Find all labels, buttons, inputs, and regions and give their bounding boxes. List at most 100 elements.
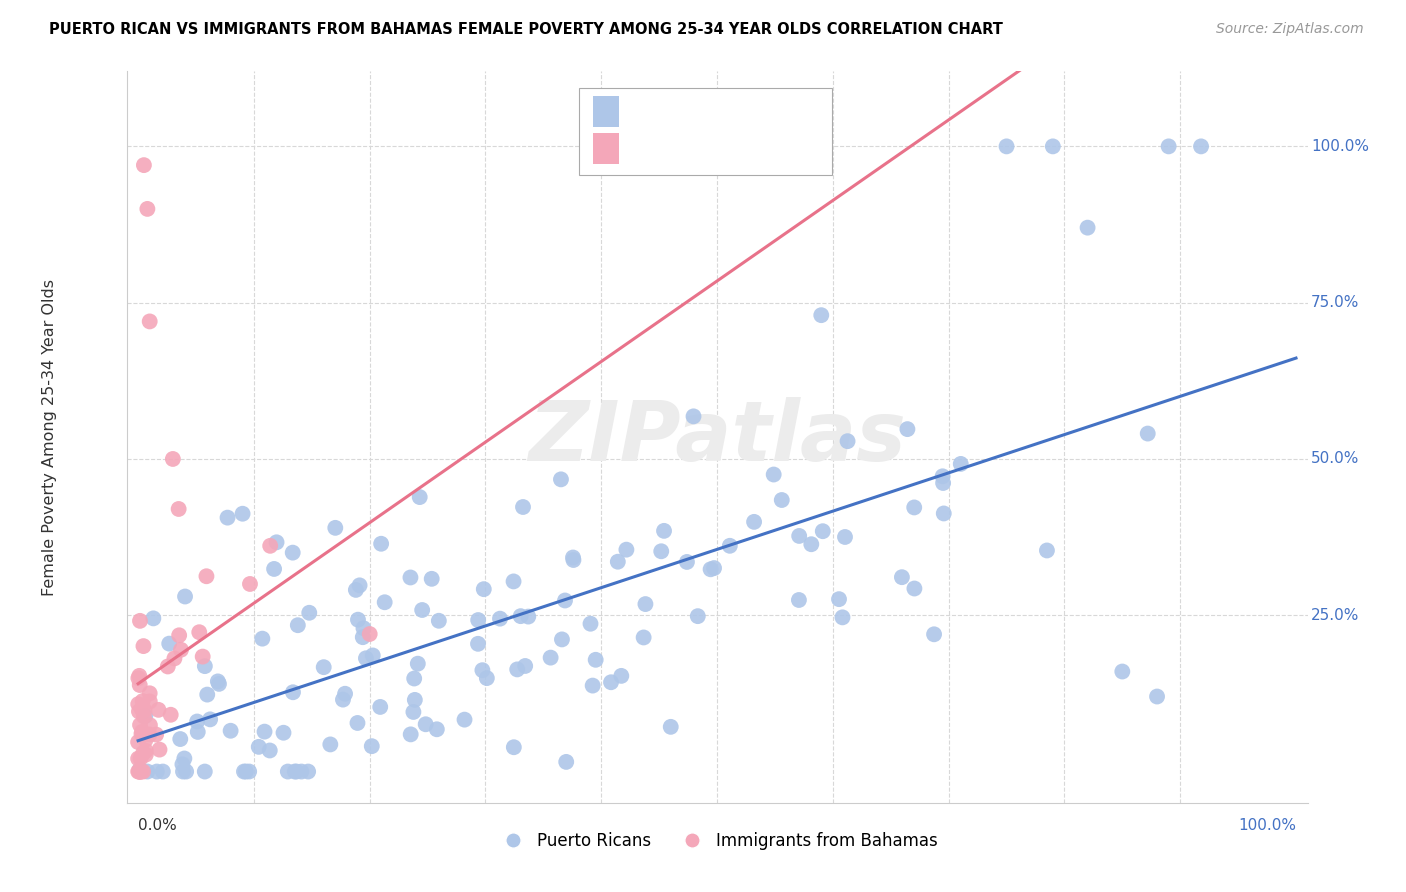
Legend: Puerto Ricans, Immigrants from Bahamas: Puerto Ricans, Immigrants from Bahamas — [489, 825, 945, 856]
Point — [281, 546, 304, 560]
Point — [128, 705, 150, 719]
Point — [616, 542, 638, 557]
Point — [131, 724, 153, 739]
Point — [682, 409, 704, 424]
Point — [453, 713, 475, 727]
Point — [131, 694, 153, 708]
Point — [132, 764, 155, 779]
Point — [360, 739, 382, 754]
Point — [207, 674, 229, 689]
Point — [333, 687, 356, 701]
Point — [995, 139, 1018, 153]
Point — [259, 743, 281, 757]
Point — [347, 613, 370, 627]
Point — [1157, 139, 1180, 153]
Point — [128, 764, 150, 779]
Point — [718, 539, 741, 553]
Point — [266, 535, 288, 549]
Point — [509, 609, 531, 624]
Point — [346, 716, 368, 731]
Point — [579, 616, 602, 631]
Point — [742, 515, 765, 529]
Point — [127, 735, 149, 749]
Point — [787, 593, 810, 607]
Point — [128, 763, 150, 777]
Point — [562, 550, 585, 565]
Point — [404, 672, 426, 686]
Point — [284, 764, 307, 779]
Point — [353, 621, 375, 635]
Point — [127, 751, 149, 765]
Point — [1042, 139, 1064, 153]
Text: 75.0%: 75.0% — [1310, 295, 1360, 310]
Point — [159, 707, 181, 722]
Point — [472, 582, 495, 596]
Point — [427, 614, 450, 628]
Point — [208, 677, 231, 691]
Point — [903, 500, 925, 515]
Point — [239, 577, 262, 591]
Point — [517, 609, 540, 624]
Point — [406, 657, 429, 671]
Point — [349, 578, 371, 592]
Text: Female Poverty Among 25-34 Year Olds: Female Poverty Among 25-34 Year Olds — [42, 278, 58, 596]
Point — [633, 631, 655, 645]
Point — [686, 609, 709, 624]
Point — [135, 732, 157, 747]
Point — [174, 764, 197, 779]
Point — [219, 723, 242, 738]
Point — [949, 457, 972, 471]
Point — [475, 671, 498, 685]
Point — [828, 592, 851, 607]
Point — [699, 562, 721, 576]
Point — [762, 467, 785, 482]
Point — [555, 755, 578, 769]
Point — [129, 614, 152, 628]
FancyBboxPatch shape — [593, 96, 619, 127]
Point — [810, 308, 832, 322]
Point — [404, 693, 426, 707]
Point — [131, 727, 153, 741]
Point — [131, 702, 153, 716]
Point — [610, 669, 633, 683]
Point — [156, 659, 179, 673]
Point — [238, 764, 260, 779]
Point — [811, 524, 834, 539]
Point — [550, 472, 572, 486]
Point — [837, 434, 859, 449]
Point — [127, 671, 149, 685]
Point — [297, 764, 319, 779]
Point — [186, 714, 208, 729]
Point — [129, 751, 152, 765]
Point — [932, 475, 955, 490]
Point — [162, 452, 184, 467]
Point — [585, 653, 607, 667]
Point — [1111, 665, 1133, 679]
Point — [134, 709, 156, 723]
Point — [191, 649, 214, 664]
Text: PUERTO RICAN VS IMMIGRANTS FROM BAHAMAS FEMALE POVERTY AMONG 25-34 YEAR OLDS COR: PUERTO RICAN VS IMMIGRANTS FROM BAHAMAS … — [49, 22, 1002, 37]
Point — [890, 570, 912, 584]
Point — [163, 651, 186, 665]
Point — [770, 493, 793, 508]
Point — [132, 639, 155, 653]
Point — [1189, 139, 1212, 153]
Point — [142, 611, 165, 625]
Point — [252, 632, 274, 646]
Point — [148, 703, 170, 717]
Point — [287, 618, 309, 632]
Point — [198, 712, 221, 726]
Point — [652, 524, 675, 538]
Text: R =  0.73    N =  51: R = 0.73 N = 51 — [628, 139, 804, 157]
Point — [467, 613, 489, 627]
Point — [127, 697, 149, 711]
Point — [138, 686, 160, 700]
Point — [512, 500, 534, 514]
Point — [194, 764, 217, 779]
Point — [554, 593, 576, 607]
Point — [1146, 690, 1168, 704]
Point — [139, 718, 162, 732]
Point — [281, 685, 304, 699]
Point — [195, 688, 218, 702]
Text: 50.0%: 50.0% — [1310, 451, 1360, 467]
